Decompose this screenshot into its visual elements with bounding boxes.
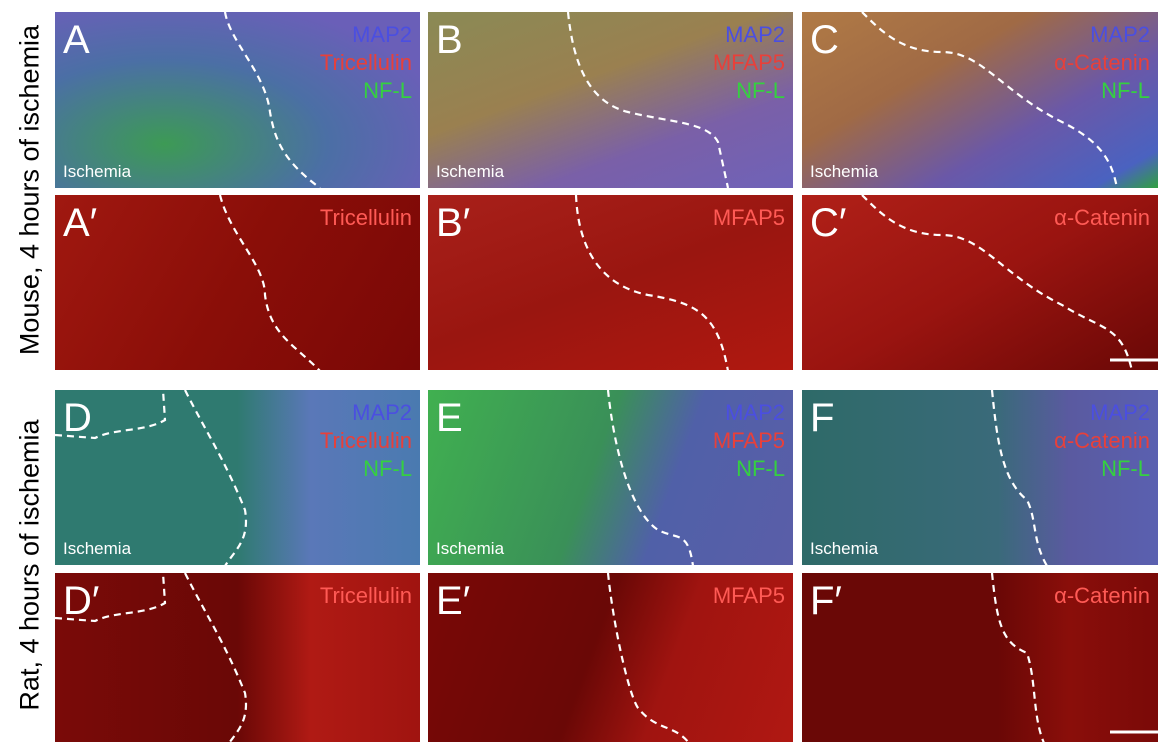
channel-label: MAP2 xyxy=(725,400,785,426)
channel-label: α-Catenin xyxy=(1054,50,1150,76)
region-label: Ischemia xyxy=(63,539,131,559)
channel-label: NF-L xyxy=(363,456,412,482)
region-label: Ischemia xyxy=(63,162,131,182)
channel-label: MFAP5 xyxy=(713,50,785,76)
panel-letter: A xyxy=(63,18,90,63)
panel-letter: F′ xyxy=(810,579,842,624)
image-panel: A′ Tricellulin xyxy=(55,195,420,370)
channel-label: Tricellulin xyxy=(320,50,412,76)
channel-label: MAP2 xyxy=(1090,400,1150,426)
channel-label: Tricellulin xyxy=(320,428,412,454)
channel-label: MFAP5 xyxy=(713,205,785,231)
image-panel: F′ α-Catenin xyxy=(802,573,1158,742)
region-label: Ischemia xyxy=(436,162,504,182)
channel-label: NF-L xyxy=(363,78,412,104)
panel-letter: C′ xyxy=(810,201,846,246)
panel-letter: A′ xyxy=(63,201,97,246)
channel-label: NF-L xyxy=(1101,78,1150,104)
ischemia-boundary xyxy=(568,12,728,188)
channel-label: MAP2 xyxy=(352,400,412,426)
ischemia-boundary xyxy=(608,573,693,742)
ischemia-boundary xyxy=(576,195,728,370)
channel-label: Tricellulin xyxy=(320,583,412,609)
channel-label: α-Catenin xyxy=(1054,205,1150,231)
row-label: Rat, 4 hours of ischemia xyxy=(15,419,46,710)
panel-letter: B xyxy=(436,18,463,63)
ischemia-boundary xyxy=(225,12,320,188)
ischemia-boundary xyxy=(220,195,320,370)
panel-letter: D′ xyxy=(63,579,99,624)
channel-label: MAP2 xyxy=(725,22,785,48)
row-label: Mouse, 4 hours of ischemia xyxy=(15,25,46,355)
ischemia-boundary xyxy=(992,573,1047,742)
image-panel: D′ Tricellulin xyxy=(55,573,420,742)
channel-label: Tricellulin xyxy=(320,205,412,231)
panel-letter: F xyxy=(810,396,834,441)
ischemia-boundary xyxy=(862,12,1117,188)
panel-letter: E′ xyxy=(436,579,470,624)
image-panel: B′ MFAP5 xyxy=(428,195,793,370)
region-label: Ischemia xyxy=(436,539,504,559)
panel-letter: C xyxy=(810,18,839,63)
channel-label: α-Catenin xyxy=(1054,583,1150,609)
ischemia-boundary xyxy=(608,390,693,565)
image-panel: E′ MFAP5 xyxy=(428,573,793,742)
channel-label: MAP2 xyxy=(352,22,412,48)
channel-label: NF-L xyxy=(1101,456,1150,482)
panel-letter: E xyxy=(436,396,463,441)
image-panel: C′ α-Catenin xyxy=(802,195,1158,370)
channel-label: NF-L xyxy=(736,456,785,482)
channel-label: α-Catenin xyxy=(1054,428,1150,454)
channel-label: NF-L xyxy=(736,78,785,104)
panel-letter: B′ xyxy=(436,201,470,246)
region-label: Ischemia xyxy=(810,162,878,182)
panel-letter: D xyxy=(63,396,92,441)
figure: Mouse, 4 hours of ischemia Rat, 4 hours o… xyxy=(0,0,1158,742)
ischemia-boundary xyxy=(992,390,1047,565)
channel-label: MFAP5 xyxy=(713,428,785,454)
channel-label: MAP2 xyxy=(1090,22,1150,48)
region-label: Ischemia xyxy=(810,539,878,559)
channel-label: MFAP5 xyxy=(713,583,785,609)
